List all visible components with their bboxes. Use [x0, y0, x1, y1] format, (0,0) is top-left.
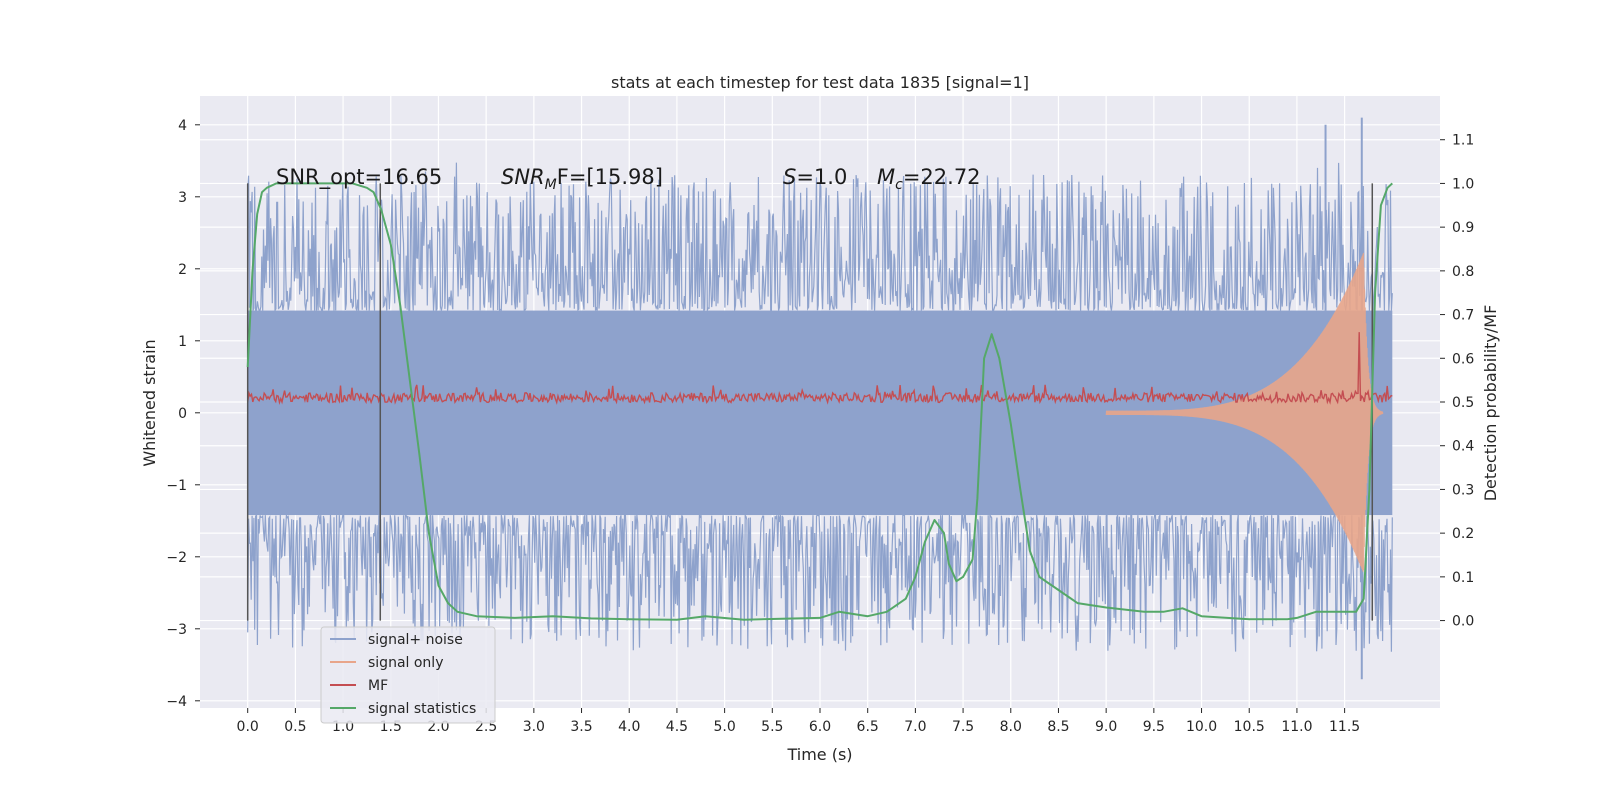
- y2-tick-label: 1.1: [1452, 133, 1474, 149]
- series-signal-only: [1105, 252, 1384, 572]
- y-axis-label: Whitened strain: [140, 339, 159, 466]
- legend-box: [320, 626, 496, 724]
- x-tick-label: 8.5: [1047, 719, 1069, 735]
- y-tick-label: 1: [178, 334, 187, 350]
- legend-label-signal-statistics: signal statistics: [368, 701, 476, 717]
- annotation-snr-mf: SNRMF=[15.98]: [501, 165, 663, 193]
- y2-tick-label: 0.2: [1452, 526, 1474, 542]
- x-tick-label: 4.5: [666, 719, 688, 735]
- annotation-mc-base: M: [877, 165, 895, 189]
- annotation-s-rest: =1.0: [796, 165, 847, 189]
- legend-label-signal-only: signal only: [368, 655, 443, 671]
- y2-tick-label: 1.0: [1452, 176, 1474, 192]
- y2-tick-label: 0.7: [1452, 308, 1474, 324]
- legend: signal+ noise signal only MF signal stat…: [320, 626, 496, 724]
- y-tick-label: −3: [166, 622, 187, 638]
- legend-label-mf: MF: [368, 678, 388, 694]
- x-tick-label: 5.5: [761, 719, 783, 735]
- y2-tick-label: 0.9: [1452, 220, 1474, 236]
- y2-tick-label: 0.5: [1452, 395, 1474, 411]
- x-tick-label: 0.0: [237, 719, 259, 735]
- x-tick-label: 6.0: [809, 719, 831, 735]
- y2-tick-label: 0.6: [1452, 351, 1474, 367]
- y-tick-label: 3: [178, 190, 187, 206]
- y-tick-label: 2: [178, 262, 187, 278]
- y2-tick-label: 0.0: [1452, 614, 1474, 630]
- x-tick-label: 10.0: [1186, 719, 1217, 735]
- annotation-snr-mf-base: SNR: [501, 165, 545, 189]
- series-signal-statistics: [246, 182, 1393, 621]
- x-axis-label: Time (s): [786, 745, 852, 764]
- x-tick-label: 3.0: [523, 719, 545, 735]
- annotation-snr-mf-sub: M: [545, 177, 557, 193]
- x-tick-label: 5.0: [713, 719, 735, 735]
- y2-axis-label: Detection probability/MF: [1481, 305, 1500, 502]
- noise-lower-spikes: [247, 513, 1393, 652]
- y2-tick-label: 0.8: [1452, 264, 1474, 280]
- noise-upper-spikes: [247, 162, 1393, 313]
- x-tick-label: 8.0: [1000, 719, 1022, 735]
- x-tick-label: 3.5: [570, 719, 592, 735]
- y2-tick-label: 0.4: [1452, 439, 1474, 455]
- annotation-snr-mf-rest: F=[15.98]: [557, 165, 663, 189]
- annotation-mc: Mc=22.72: [877, 165, 981, 193]
- y-tick-label: −4: [166, 694, 187, 710]
- y-tick-label: −1: [166, 478, 187, 494]
- x-tick-label: 6.5: [857, 719, 879, 735]
- y-tick-label: 4: [178, 118, 187, 134]
- x-tick-label: 7.0: [904, 719, 926, 735]
- x-tick-label: 11.0: [1281, 719, 1312, 735]
- chart-title: stats at each timestep for test data 183…: [611, 73, 1029, 92]
- x-tick-label: 7.5: [952, 719, 974, 735]
- annotation-mc-sub: c: [895, 177, 903, 193]
- signal-only-line: [1105, 252, 1384, 572]
- legend-label-signal-noise: signal+ noise: [368, 632, 463, 648]
- x-tick-label: 11.5: [1329, 719, 1360, 735]
- annotation-snr-opt: SNR_opt=16.65: [276, 165, 442, 190]
- series-mf: [247, 332, 1393, 406]
- y-tick-label: 0: [178, 406, 187, 422]
- y-tick-label: −2: [166, 550, 187, 566]
- x-tick-label: 10.5: [1234, 719, 1265, 735]
- annotation-mc-rest: =22.72: [903, 165, 981, 189]
- x-tick-label: 4.0: [618, 719, 640, 735]
- y2-tick-label: 0.3: [1452, 482, 1474, 498]
- annotation-s: S=1.0: [783, 165, 847, 189]
- annotation-s-base: S: [783, 165, 796, 189]
- mf-line: [247, 332, 1393, 406]
- x-tick-label: 0.5: [284, 719, 306, 735]
- x-tick-label: 9.0: [1095, 719, 1117, 735]
- y2-tick-label: 0.1: [1452, 570, 1474, 586]
- signal-statistics-line: [246, 182, 1393, 621]
- x-tick-label: 9.5: [1143, 719, 1165, 735]
